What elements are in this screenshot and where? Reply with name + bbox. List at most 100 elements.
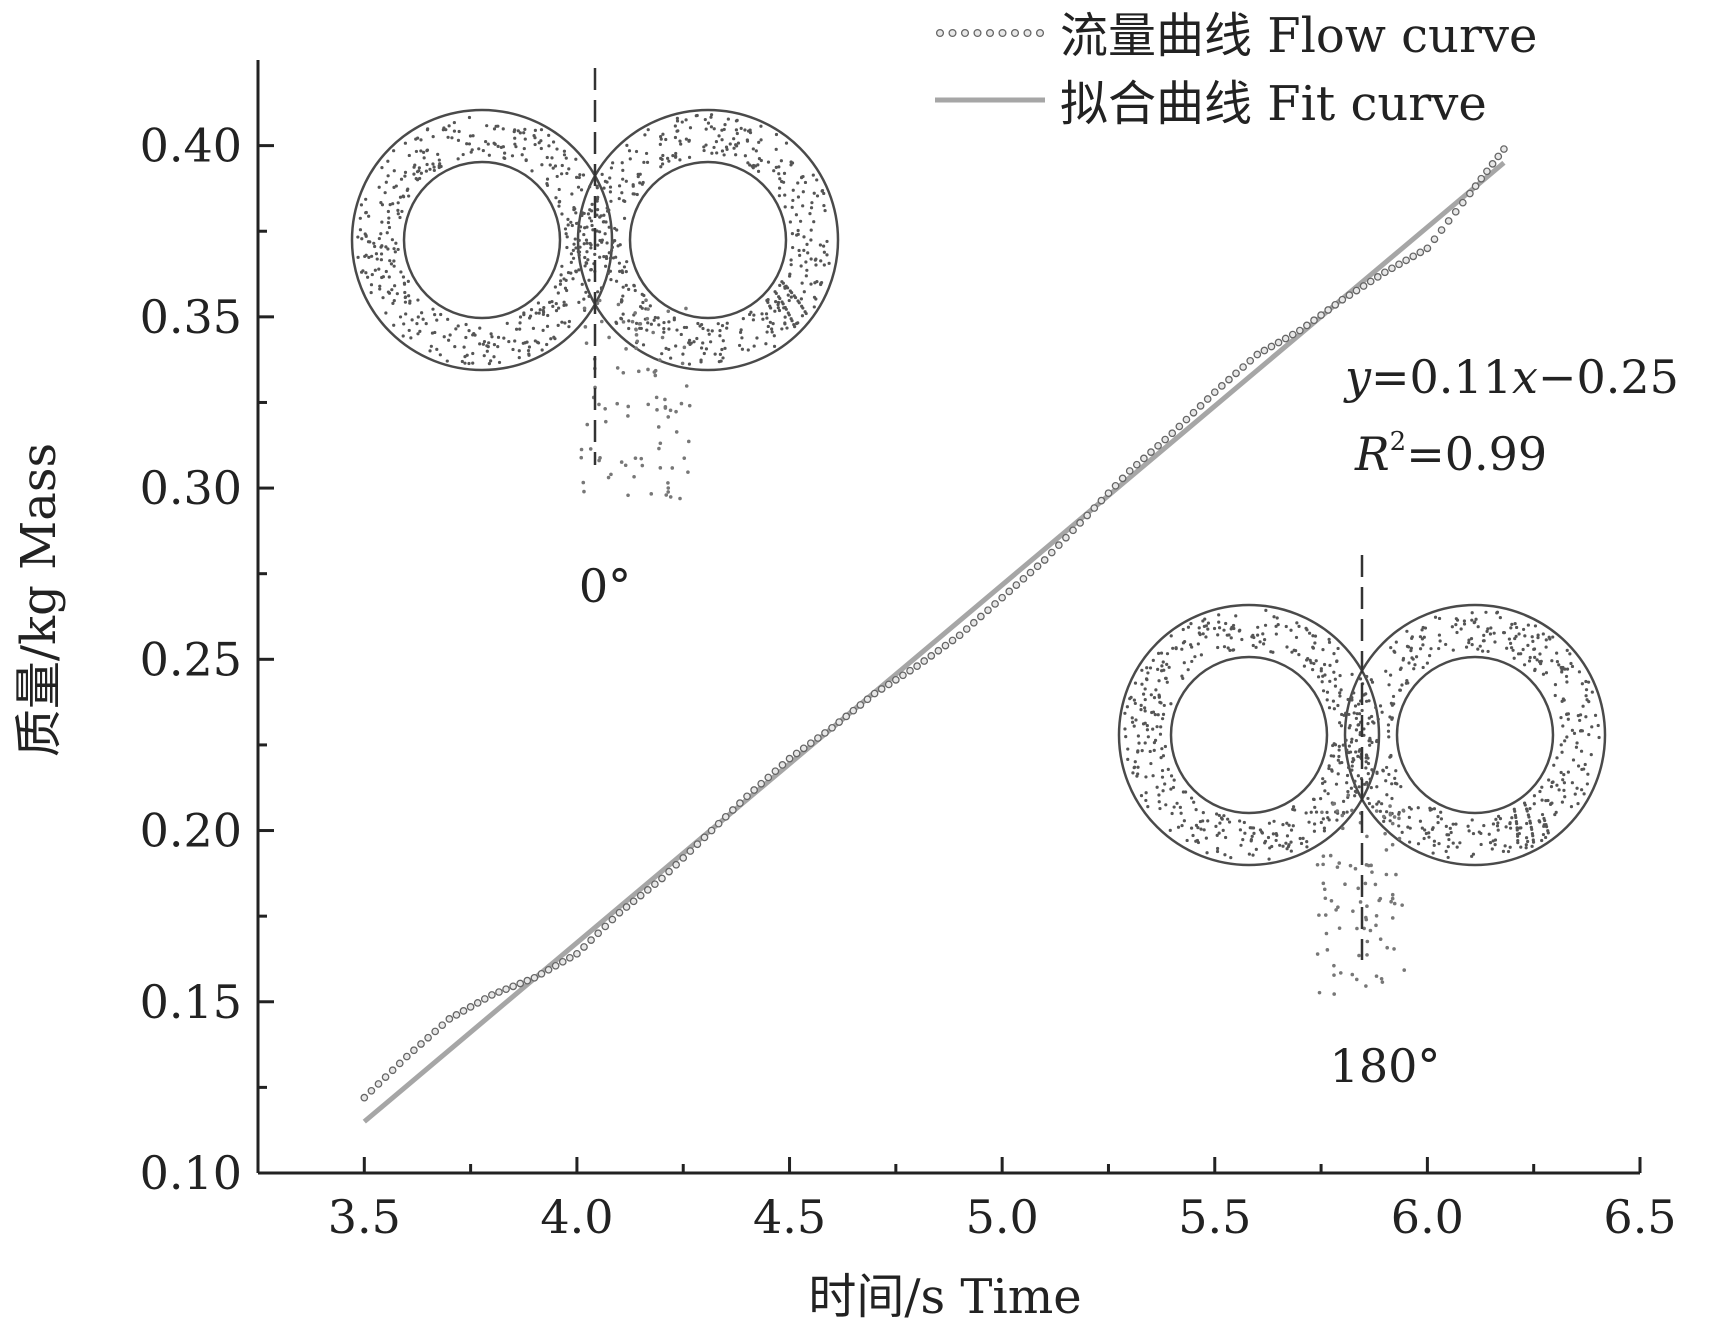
particle (687, 338, 692, 342)
particle (540, 348, 544, 352)
particle (1145, 678, 1149, 682)
particle (642, 293, 646, 298)
falling-particle (632, 475, 636, 479)
particle (1541, 832, 1546, 837)
flow-marker (1005, 587, 1014, 596)
falling-particle (603, 419, 608, 424)
falling-particle (597, 298, 602, 303)
falling-particle (1357, 953, 1361, 958)
particle (1526, 643, 1530, 647)
particle (1311, 646, 1316, 650)
particle (388, 203, 392, 207)
particle (703, 117, 707, 122)
particle (1515, 822, 1519, 826)
particle (1523, 803, 1527, 807)
particle (728, 142, 732, 146)
particle (1356, 723, 1360, 727)
particle (1547, 635, 1551, 639)
particle (673, 155, 678, 159)
particle (1215, 812, 1219, 816)
particle (1278, 843, 1282, 847)
particle (1285, 834, 1290, 838)
particle (820, 188, 825, 193)
particle (391, 301, 395, 305)
particle (1145, 728, 1150, 732)
flow-point (1040, 556, 1049, 564)
particle (1239, 843, 1243, 847)
particle (1587, 732, 1591, 737)
falling-particle (1379, 976, 1384, 981)
particle (1488, 632, 1493, 636)
particle (1249, 838, 1254, 842)
particle (1268, 846, 1272, 850)
flow-point (870, 689, 879, 698)
particle (618, 269, 622, 274)
particle (1333, 684, 1338, 688)
particle (1384, 669, 1388, 673)
particle (1251, 853, 1255, 857)
particle (602, 213, 606, 217)
particle (492, 127, 497, 131)
particle (436, 152, 440, 156)
particle (1470, 611, 1474, 615)
particle (1455, 845, 1459, 849)
eq-x: x (1512, 350, 1538, 404)
particles (1123, 608, 1601, 996)
x-tick-label: 4.5 (753, 1190, 826, 1244)
particle (1159, 651, 1164, 655)
particle (699, 346, 704, 350)
particle (599, 286, 604, 290)
particle (1490, 847, 1494, 851)
particle (1143, 709, 1147, 713)
flow-marker (1483, 167, 1491, 176)
particle (1313, 634, 1318, 638)
particle (1289, 840, 1293, 844)
falling-particle (1335, 809, 1340, 813)
falling-particle (645, 316, 650, 321)
particle (1339, 688, 1343, 692)
particle (812, 191, 816, 195)
particle (751, 147, 755, 151)
flow-marker (1147, 448, 1155, 456)
particle (1319, 797, 1323, 801)
falling-particle (686, 470, 690, 474)
particle (1337, 744, 1341, 749)
particle (789, 163, 793, 167)
particle (1312, 661, 1316, 666)
particle (1439, 810, 1443, 814)
particle (487, 153, 491, 157)
particle (812, 220, 816, 224)
particle (1161, 754, 1166, 758)
particle (814, 263, 818, 267)
falling-particle (1397, 816, 1401, 821)
particle (1251, 643, 1255, 648)
particle (555, 174, 559, 179)
particle (632, 284, 636, 288)
particle (356, 255, 360, 259)
particle (563, 321, 567, 325)
particle (1470, 818, 1474, 822)
falling-particle (1384, 872, 1389, 877)
particle (1311, 667, 1315, 672)
particle (1367, 699, 1371, 703)
particle (489, 332, 493, 336)
particle (560, 264, 564, 268)
particle (636, 172, 640, 176)
particle (532, 133, 536, 138)
particle (1532, 802, 1536, 806)
particle (533, 339, 537, 343)
particle (572, 242, 576, 246)
flow-point (1253, 350, 1262, 359)
particle (364, 253, 368, 257)
particle (1174, 647, 1178, 651)
flow-marker (1274, 338, 1283, 347)
falling-particle (1350, 808, 1354, 813)
particle (499, 145, 503, 149)
particle (1313, 805, 1317, 809)
particle (822, 263, 826, 267)
particle (769, 306, 773, 310)
particle (1444, 642, 1448, 647)
particle (794, 213, 799, 217)
particle (714, 140, 719, 144)
